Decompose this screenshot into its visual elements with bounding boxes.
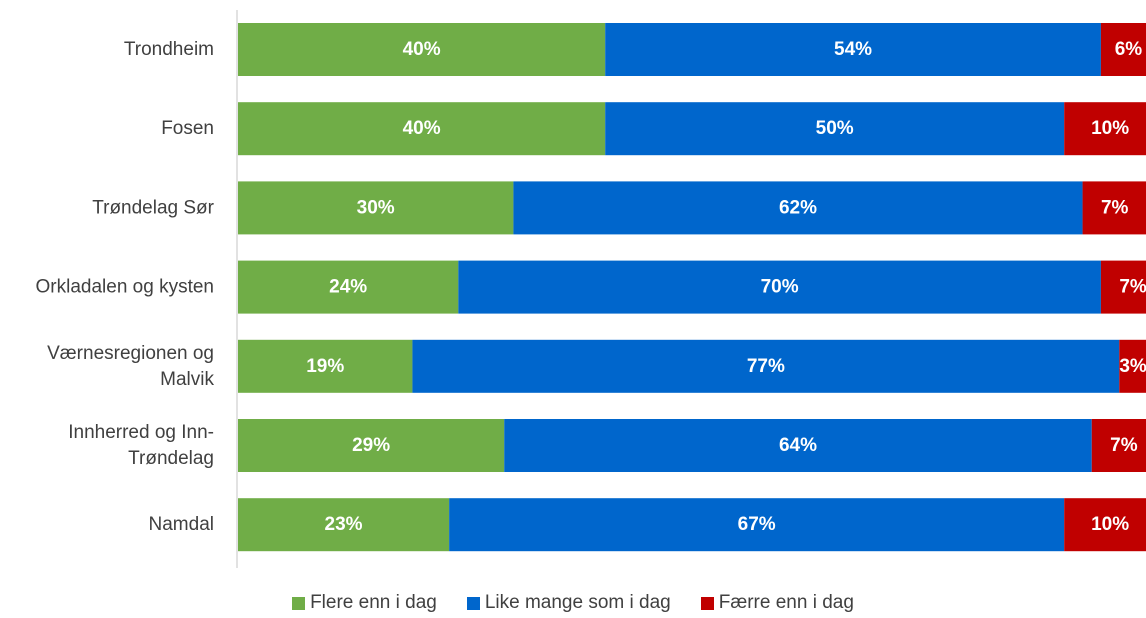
legend-swatch-faerre: [700, 596, 714, 610]
category-label-5: Innherred og Inn- Trøndelag: [68, 422, 214, 469]
bar-flere-enn-i-dag-0: [238, 23, 606, 76]
data-label-like-mange-som-i-dag-2: 62%: [779, 197, 817, 218]
data-label-flere-enn-i-dag-5: 29%: [352, 435, 390, 456]
data-label-f-rre-enn-i-dag-0: 6%: [1115, 39, 1143, 60]
legend-item-like-mange: Like mange som i dag: [466, 592, 671, 614]
data-label-flere-enn-i-dag-3: 24%: [329, 277, 367, 298]
data-label-f-rre-enn-i-dag-1: 10%: [1091, 118, 1129, 139]
bar-like-mange-som-i-dag-3: [458, 260, 1101, 314]
legend-swatch-like-mange: [466, 596, 480, 610]
data-label-like-mange-som-i-dag-4: 77%: [747, 356, 785, 377]
category-label-0: Trondheim: [124, 39, 214, 60]
data-label-like-mange-som-i-dag-5: 64%: [779, 435, 817, 456]
category-label-4: Værnesregionen og Malvik: [47, 343, 214, 390]
category-label-line: Trøndelag: [128, 448, 214, 469]
category-label-3: Orkladalen og kysten: [36, 277, 215, 298]
data-label-flere-enn-i-dag-0: 40%: [403, 39, 441, 60]
bar-f-rre-enn-i-dag-1: [1064, 102, 1146, 156]
bar-flere-enn-i-dag-2: [238, 181, 514, 235]
bar-area: 40% 54% 6% 40% 50% 10% 30% 62% 7% 24% 70% 7% 19% 77% 3…: [238, 23, 1146, 552]
data-label-f-rre-enn-i-dag-4: 3%: [1119, 356, 1146, 377]
bar-flere-enn-i-dag-6: [238, 498, 450, 552]
category-label-1: Fosen: [161, 118, 214, 139]
data-label-f-rre-enn-i-dag-5: 7%: [1110, 435, 1138, 456]
category-label-2: Trøndelag Sør: [92, 197, 214, 218]
data-label-like-mange-som-i-dag-6: 67%: [738, 514, 776, 535]
category-label-line: Trondheim: [124, 39, 214, 60]
bar-f-rre-enn-i-dag-6: [1064, 498, 1146, 552]
category-label-line: Trøndelag Sør: [92, 197, 214, 218]
bar-flere-enn-i-dag-3: [238, 260, 459, 314]
data-label-like-mange-som-i-dag-0: 54%: [834, 39, 872, 60]
legend: Flere enn i dag Like mange som i dag Fær…: [0, 592, 1146, 614]
bar-like-mange-som-i-dag-4: [412, 339, 1120, 393]
category-label-line: Namdal: [149, 514, 214, 535]
data-label-flere-enn-i-dag-4: 19%: [306, 356, 344, 377]
data-label-flere-enn-i-dag-1: 40%: [403, 118, 441, 139]
data-label-f-rre-enn-i-dag-2: 7%: [1101, 197, 1129, 218]
category-labels: Trondheim Fosen Trøndelag Sør Orkladalen og…: [36, 39, 215, 535]
bar-f-rre-enn-i-dag-5: [1091, 419, 1146, 472]
bar-flere-enn-i-dag-5: [238, 419, 505, 472]
category-label-6: Namdal: [149, 514, 214, 535]
legend-label-flere: Flere enn i dag: [310, 592, 437, 613]
category-label-line: Innherred og Inn-: [68, 422, 214, 443]
category-label-line: Orkladalen og kysten: [36, 277, 215, 298]
legend-item-faerre: Færre enn i dag: [700, 592, 854, 614]
bar-f-rre-enn-i-dag-2: [1082, 181, 1146, 235]
bar-like-mange-som-i-dag-0: [605, 23, 1101, 76]
data-label-f-rre-enn-i-dag-6: 10%: [1091, 514, 1129, 535]
category-label-line: Fosen: [161, 118, 214, 139]
legend-item-flere: Flere enn i dag: [292, 592, 437, 614]
bar-f-rre-enn-i-dag-3: [1100, 260, 1146, 314]
bar-f-rre-enn-i-dag-4: [1119, 339, 1146, 393]
bar-like-mange-som-i-dag-2: [513, 181, 1083, 235]
bar-like-mange-som-i-dag-5: [504, 419, 1092, 472]
data-label-like-mange-som-i-dag-1: 50%: [816, 118, 854, 139]
bar-like-mange-som-i-dag-6: [449, 498, 1065, 552]
legend-label-like-mange: Like mange som i dag: [484, 592, 671, 613]
category-label-line: Malvik: [160, 369, 214, 390]
bar-like-mange-som-i-dag-1: [605, 102, 1065, 156]
data-label-f-rre-enn-i-dag-3: 7%: [1119, 277, 1146, 298]
legend-label-faerre: Færre enn i dag: [718, 592, 854, 613]
legend-swatch-flere: [292, 596, 306, 610]
data-label-flere-enn-i-dag-6: 23%: [325, 514, 363, 535]
stacked-bar-chart: 40% 54% 6% 40% 50% 10% 30% 62% 7% 24% 70% 7% 19% 77% 3…: [36, 10, 1146, 568]
data-label-like-mange-som-i-dag-3: 70%: [761, 277, 799, 298]
data-label-flere-enn-i-dag-2: 30%: [357, 197, 395, 218]
bar-f-rre-enn-i-dag-0: [1100, 23, 1146, 76]
category-label-line: Værnesregionen og: [47, 343, 214, 364]
bar-flere-enn-i-dag-1: [238, 102, 606, 156]
bar-flere-enn-i-dag-4: [238, 339, 413, 393]
